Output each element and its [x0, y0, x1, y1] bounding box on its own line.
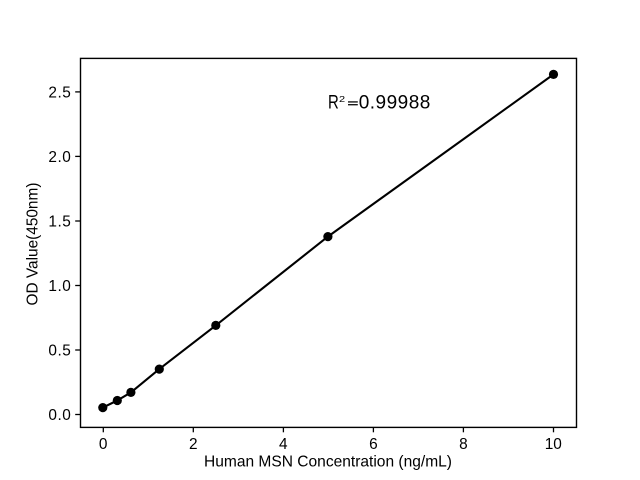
svg-text:0.0: 0.0	[48, 407, 71, 424]
svg-text:6: 6	[369, 436, 378, 453]
svg-text:0.99988: 0.99988	[359, 93, 431, 114]
svg-text:0: 0	[99, 436, 108, 453]
svg-text:1.0: 1.0	[48, 278, 71, 295]
svg-text:OD Value(450nm): OD Value(450nm)	[25, 183, 42, 306]
svg-text:4: 4	[279, 436, 288, 453]
svg-text:8: 8	[459, 436, 468, 453]
svg-text:2.0: 2.0	[48, 149, 71, 166]
svg-text:1.5: 1.5	[48, 214, 71, 231]
svg-text:2: 2	[339, 94, 345, 104]
svg-text:10: 10	[545, 436, 562, 453]
svg-text:R: R	[328, 93, 339, 114]
svg-text:Human MSN Concentration (ng/mL: Human MSN Concentration (ng/mL)	[204, 453, 452, 470]
svg-text:2: 2	[189, 436, 198, 453]
svg-text:0.5: 0.5	[48, 343, 71, 360]
svg-text:2.5: 2.5	[48, 85, 71, 102]
